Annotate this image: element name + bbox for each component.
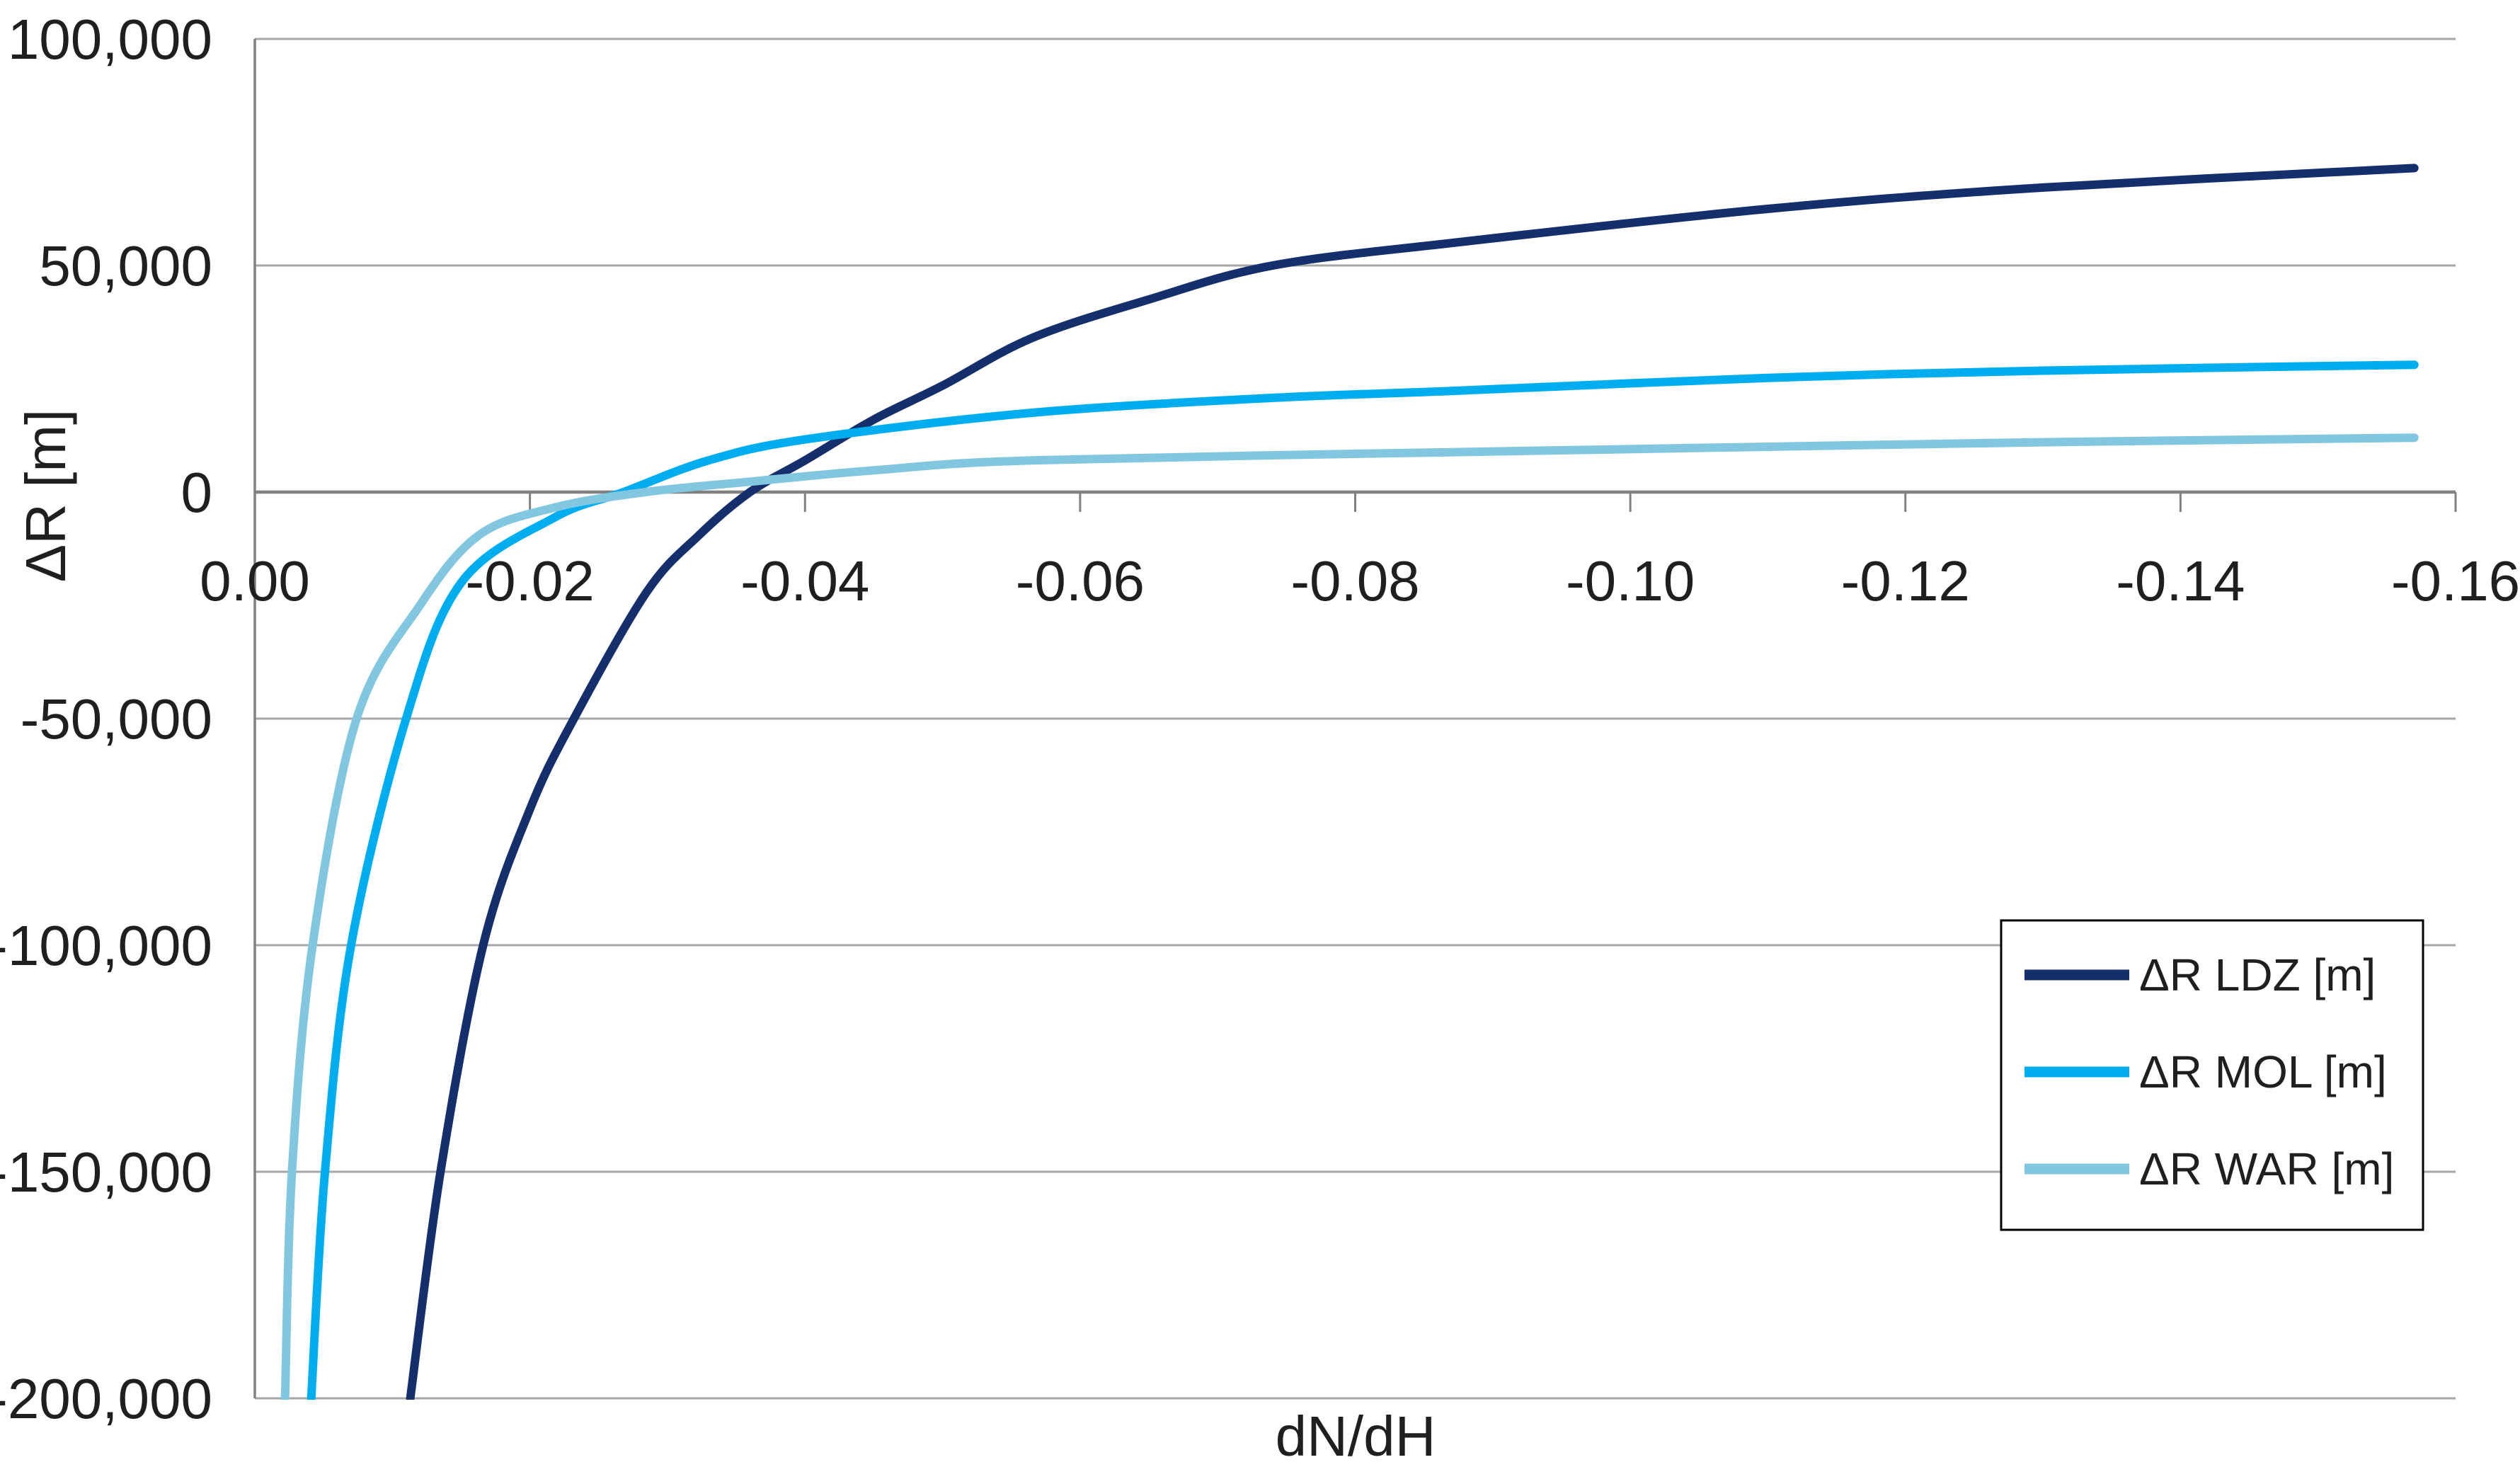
y-tick-label: 50,000 — [39, 234, 212, 297]
series-line-mol — [307, 360, 2419, 1400]
legend: ΔR LDZ [m] ΔR MOL [m] ΔR WAR [m] — [2000, 919, 2424, 1231]
series-line-war — [280, 433, 2419, 1400]
axis-lines — [253, 39, 2457, 1398]
x-tick-label: -0.16 — [2391, 549, 2520, 612]
series-lines — [280, 164, 2419, 1400]
x-tick-label: -0.06 — [1016, 549, 1145, 612]
x-tick-label: -0.14 — [2116, 549, 2245, 612]
legend-label-mol: ΔR MOL [m] — [2139, 1046, 2387, 1097]
x-tick-label: -0.10 — [1566, 549, 1695, 612]
y-tick-label: -100,000 — [0, 914, 212, 977]
y-tick-labels: 100,000 50,000 0 -50,000 -100,000 -150,000 -20… — [0, 8, 212, 1430]
y-tick-label: -50,000 — [21, 687, 212, 750]
legend-label-ldz: ΔR LDZ [m] — [2139, 949, 2376, 1000]
y-axis-title: ΔR [m] — [14, 409, 77, 583]
x-tick-label: -0.08 — [1290, 549, 1419, 612]
x-tick-label: -0.04 — [740, 549, 869, 612]
x-axis-title: dN/dH — [1276, 1405, 1436, 1468]
y-tick-label: 0 — [181, 461, 213, 524]
y-tick-label: -150,000 — [0, 1141, 212, 1204]
y-tick-label: 100,000 — [8, 8, 212, 71]
x-tick-label: 0.00 — [200, 549, 310, 612]
y-tick-label: -200,000 — [0, 1367, 212, 1430]
x-tick-label: -0.12 — [1841, 549, 1970, 612]
legend-label-war: ΔR WAR [m] — [2139, 1143, 2394, 1194]
x-tick-labels: 0.00 -0.02 -0.04 -0.06 -0.08 -0.10 -0.12 -0.14-… — [200, 549, 2520, 612]
series-line-ldz — [406, 164, 2419, 1400]
